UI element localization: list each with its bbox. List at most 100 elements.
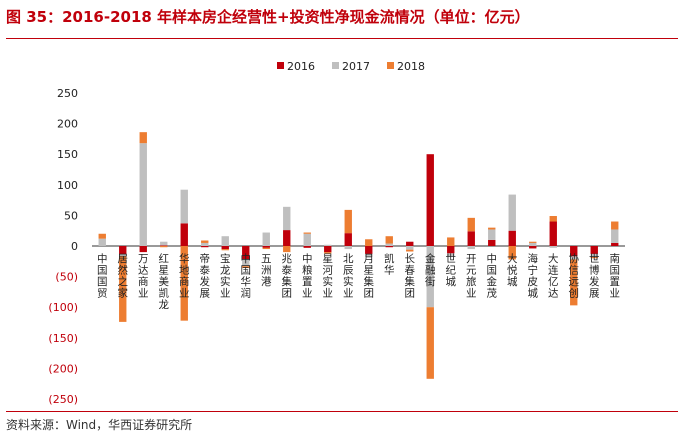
bar-2016 xyxy=(344,233,352,246)
bar-2017 xyxy=(201,242,209,246)
bar-2017 xyxy=(119,254,127,257)
x-tick-label: 兆泰集团 xyxy=(282,253,293,300)
bar-2016 xyxy=(262,246,270,248)
bar-2016 xyxy=(201,246,209,248)
bar-2016 xyxy=(570,246,578,257)
bar-2017 xyxy=(488,229,496,240)
x-tick-label: 华地商业 xyxy=(179,252,190,300)
x-tick-label: 中粮置业 xyxy=(302,252,313,300)
bar-2017 xyxy=(385,243,393,246)
legend-label-2017: 2017 xyxy=(342,60,370,73)
x-tick-label: 万达商业 xyxy=(138,253,149,300)
x-tick-label: 中国金茂 xyxy=(487,252,498,300)
x-tick-label: 宝龙实业 xyxy=(220,252,231,300)
figure-title: 图 35：2016-2018 年样本房企经营性+投资性净现金流情况（单位：亿元） xyxy=(6,8,530,26)
bar-2016 xyxy=(365,246,373,254)
x-tick-label: 长春集团 xyxy=(405,253,416,300)
x-tick-label: 世博发展 xyxy=(589,253,600,300)
y-tick-label: 100 xyxy=(57,179,78,192)
bar-2017 xyxy=(467,246,475,250)
bar-2016 xyxy=(303,246,311,248)
bar-2017 xyxy=(221,236,229,246)
bar-2017 xyxy=(549,246,557,248)
bar-2017 xyxy=(508,194,516,231)
bar-2018 xyxy=(344,209,352,234)
x-tick-label: 北辰实业 xyxy=(343,253,354,300)
bar-2016 xyxy=(385,246,393,248)
figure-source: 资料来源：Wind，华西证券研究所 xyxy=(6,418,193,432)
x-tick-label: 金融街 xyxy=(425,252,436,288)
x-tick-label: 大连亿达 xyxy=(548,252,559,300)
bar-2017 xyxy=(180,189,188,224)
bar-2017 xyxy=(98,238,106,246)
y-tick-label: (50) xyxy=(55,271,78,284)
bar-chart: 2016 2017 2018 250 200 150 100 50 0 (50) (100) (15… xyxy=(48,60,625,406)
x-tick-label: 红星美凯龙 xyxy=(159,252,170,311)
bar-2016 xyxy=(590,246,598,254)
title-divider xyxy=(6,38,678,39)
bar-2018 xyxy=(201,240,209,243)
bar-2017 xyxy=(590,253,598,258)
bar-2018 xyxy=(242,266,250,269)
bar-2018 xyxy=(549,216,557,222)
y-tick-label: 0 xyxy=(71,240,78,253)
bar-2017 xyxy=(406,246,414,250)
bar-2017 xyxy=(426,246,434,308)
bar-2018 xyxy=(303,232,311,234)
y-tick-label: 50 xyxy=(64,209,78,222)
bar-2018 xyxy=(283,246,291,253)
bar-2018 xyxy=(467,217,475,232)
bar-2018 xyxy=(426,307,434,379)
x-tick-label: 海宁皮城 xyxy=(528,252,539,300)
x-tick-label: 协信远创 xyxy=(569,252,580,300)
bar-2016 xyxy=(467,231,475,246)
bar-2017 xyxy=(303,233,311,246)
legend-swatch-2018 xyxy=(387,62,394,69)
bar-2017 xyxy=(529,242,537,246)
x-tick-label: 帝泰发展 xyxy=(200,252,211,300)
x-tick-label: 世纪城 xyxy=(446,253,457,288)
legend-label-2018: 2018 xyxy=(397,60,425,73)
chart-legend: 2016 2017 2018 xyxy=(277,60,425,73)
bar-2018 xyxy=(529,241,537,243)
bar-2018 xyxy=(119,256,127,322)
legend-swatch-2017 xyxy=(332,62,339,69)
y-tick-label: (150) xyxy=(48,332,78,345)
bar-2017 xyxy=(611,229,619,243)
bar-2018 xyxy=(262,247,270,250)
bar-2018 xyxy=(447,237,455,246)
bar-2017 xyxy=(570,256,578,260)
bar-2017 xyxy=(344,246,352,250)
x-tick-label: 五洲港 xyxy=(261,253,272,288)
y-tick-label: (250) xyxy=(48,393,78,406)
bar-2017 xyxy=(160,241,168,246)
bar-2016 xyxy=(426,154,434,246)
bar-2018 xyxy=(406,249,414,252)
bar-2018 xyxy=(180,246,188,321)
bar-2017 xyxy=(283,206,291,231)
bar-2016 xyxy=(119,246,127,255)
y-tick-label: 200 xyxy=(57,118,78,131)
source-divider xyxy=(6,411,678,412)
x-tick-label: 开元旅业 xyxy=(466,253,477,300)
bar-2016 xyxy=(488,239,496,246)
bar-2016 xyxy=(242,246,250,260)
legend-swatch-2016 xyxy=(277,62,284,69)
x-tick-label: 居然之家 xyxy=(118,253,129,300)
x-tick-label: 南国置业 xyxy=(610,252,621,300)
y-tick-label: 150 xyxy=(57,148,78,161)
bar-2016 xyxy=(611,242,619,246)
bar-2016 xyxy=(139,246,147,253)
bar-2018 xyxy=(324,252,332,254)
bar-2017 xyxy=(139,143,147,246)
y-tick-label: 250 xyxy=(57,87,78,100)
bar-2017 xyxy=(447,253,455,257)
bar-2016 xyxy=(324,246,332,253)
bar-2016 xyxy=(549,221,557,246)
x-tick-label: 大悦城 xyxy=(507,252,518,288)
bar-2018 xyxy=(590,257,598,259)
x-tick-label: 中国国贸 xyxy=(97,252,108,300)
bar-2018 xyxy=(221,249,229,251)
x-tick-label: 月星集团 xyxy=(364,253,375,300)
bar-2016 xyxy=(221,246,229,250)
